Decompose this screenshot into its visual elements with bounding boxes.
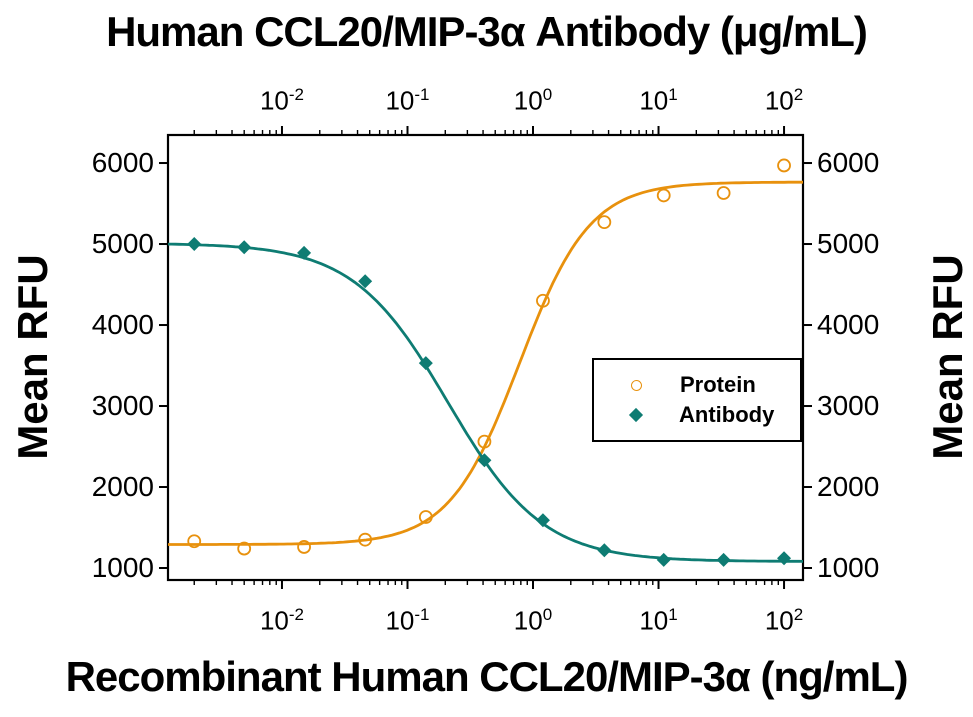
bottom-axis-tick-label: 10-2 [259,605,304,636]
plot-frame [166,133,805,582]
antibody-data-point [187,237,202,252]
antibody-data-point [477,453,492,468]
antibody-data-point [297,245,312,260]
protein-data-point [297,540,311,554]
antibody-data-point [418,356,433,371]
protein-open-circle-icon [631,379,642,391]
left-axis-tick-label: 4000 [91,309,154,341]
left-axis-tick-label: 3000 [91,390,154,422]
antibody-data-point [237,240,252,255]
top-axis-tick-label: 10-1 [385,85,430,116]
legend-label-protein: Protein [680,372,756,397]
left-axis-tick-label: 1000 [91,552,154,583]
top-axis-tick-label: 100 [513,85,553,116]
legend-item-antibody: Antibody [594,400,800,430]
bottom-axis-title: Recombinant Human CCL20/MIP-3α (ng/mL) [65,653,909,700]
protein-data-point [536,293,550,308]
antibody-data-point [597,543,612,558]
antibody-filled-diamond-icon [628,407,644,423]
protein-data-point [597,215,612,230]
left-y-axis-title: Mean RFU [9,254,56,460]
right-axis-tick-label: 3000 [817,390,880,422]
antibody-data-point [358,274,373,289]
top-axis-tick-label: 102 [764,85,804,116]
left-axis-tick-label: 2000 [91,471,154,502]
right-axis-tick-label: 2000 [817,471,880,502]
protein-data-point [418,510,433,524]
antibody-data-point [716,552,731,567]
bottom-axis-tick-label: 101 [639,605,678,636]
bottom-axis-tick-label: 102 [764,605,804,636]
protein-data-point [777,158,791,173]
antibody-data-point [777,551,792,566]
protein-data-point [358,532,373,547]
antibody-data-point [656,552,671,567]
right-axis-tick-label: 4000 [817,309,880,341]
protein-data-point [716,186,731,200]
protein-data-point [187,534,202,549]
top-axis-title: Human CCL20/MIP-3α Antibody (μg/mL) [106,8,868,55]
antibody-data-point [535,513,550,528]
left-axis-tick-label: 6000 [91,147,154,179]
protein-data-point [656,188,671,203]
bottom-axis-tick-label: 10-1 [385,605,430,636]
protein-data-point [477,434,492,449]
right-axis-tick-label: 5000 [817,228,880,260]
right-y-axis-title: Mean RFU [924,254,971,460]
legend: Protein Antibody [592,358,802,442]
top-axis-tick-label: 10-2 [259,85,304,116]
bottom-axis-tick-label: 100 [513,605,553,636]
right-axis-tick-label: 1000 [817,552,880,583]
right-axis-tick-label: 6000 [817,147,880,179]
protein-data-point [237,541,252,556]
legend-label-antibody: Antibody [679,402,775,427]
protein-fit-curve [168,180,803,546]
legend-item-protein: Protein [594,370,800,400]
top-axis-tick-label: 101 [639,85,678,116]
left-axis-tick-label: 5000 [91,228,154,260]
